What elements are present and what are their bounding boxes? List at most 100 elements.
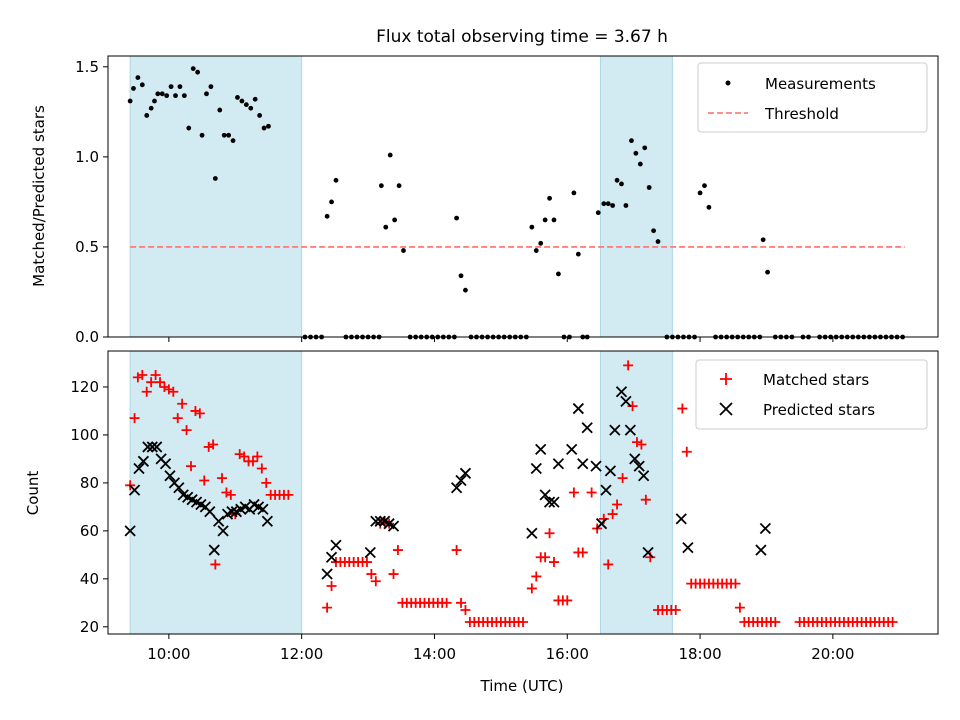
measurement-point	[226, 132, 232, 138]
measurement-point	[199, 132, 205, 138]
measurement-point	[556, 271, 561, 277]
measurement-point	[623, 203, 629, 208]
predicted-star-point	[151, 441, 163, 453]
predicted-star-points	[124, 386, 771, 580]
x-tick-label: 20:00	[811, 645, 854, 663]
measurement-point	[401, 248, 406, 253]
predicted-star-point	[530, 462, 542, 475]
predicted-star-point	[543, 496, 556, 508]
measurement-point	[646, 185, 652, 190]
matched-star-point	[203, 441, 214, 452]
matched-star-point	[617, 473, 628, 484]
measurement-point	[190, 66, 196, 72]
measurement-point	[637, 161, 643, 167]
matched-star-point	[261, 477, 272, 488]
predicted-star-point	[204, 506, 216, 518]
measurement-point	[248, 105, 254, 111]
matched-star-point	[234, 449, 245, 460]
y-tick-label: 0.0	[75, 328, 99, 346]
matched-star-point	[159, 381, 170, 392]
predicted-star-point	[682, 542, 694, 554]
measurement-point	[144, 113, 150, 118]
measurement-point	[230, 138, 236, 144]
ratio-panel-legend: Measurements Threshold	[697, 62, 928, 133]
measurement-point	[329, 199, 334, 205]
measurement-point	[195, 69, 201, 75]
measurement-point	[529, 224, 535, 230]
measurement-point	[155, 91, 161, 97]
matched-star-point	[631, 437, 642, 448]
matched-star-point	[677, 403, 688, 414]
matched-star-point	[146, 377, 157, 388]
matched-star-point	[526, 583, 537, 594]
measurement-point	[204, 91, 209, 97]
measurement-point	[651, 228, 656, 234]
matched-star-point	[326, 581, 337, 592]
predicted-star-point	[217, 525, 229, 537]
matched-star-point	[451, 545, 462, 556]
predicted-star-point	[455, 474, 467, 487]
measurement-point	[387, 152, 393, 158]
measurement-point	[542, 217, 548, 223]
matched-star-point	[627, 401, 638, 412]
predicted-star-point	[604, 465, 617, 477]
predicted-star-point	[142, 441, 154, 453]
matched-star-point	[210, 559, 221, 570]
predicted-star-point	[137, 455, 150, 467]
measurement-point	[551, 217, 557, 223]
measurement-point	[148, 105, 154, 111]
matched-star-point	[199, 475, 210, 486]
matched-star-point	[392, 545, 403, 556]
ratio-panel-y-axis-label: Matched/Predicted stars	[30, 105, 48, 287]
matched-star-point	[177, 398, 188, 409]
matched-star-point	[586, 487, 597, 498]
count-panel-x-ticks: 10:00 12:00 14:00 16:00 18:00 20:00	[147, 634, 854, 663]
matched-star-point	[734, 602, 745, 613]
predicted-star-point	[755, 544, 767, 556]
measurement-point	[702, 183, 707, 189]
measurement-point	[181, 93, 187, 99]
ratio-panel-x-ticks	[168, 337, 834, 342]
y-tick-label: 60	[80, 522, 99, 540]
predicted-star-point	[526, 527, 538, 539]
predicted-star-point	[261, 515, 273, 527]
measurement-point	[392, 217, 398, 223]
shaded-interval	[129, 350, 303, 635]
matched-star-point	[770, 617, 781, 628]
matched-star-point	[636, 439, 647, 450]
predicted-star-point	[624, 424, 636, 436]
count-panel-y-axis-label: Count	[24, 471, 42, 516]
count-panel-y-ticks: 20 40 60 80 100 120	[70, 378, 108, 636]
matched-star-point	[256, 463, 267, 474]
predicted-star-point	[633, 460, 645, 472]
ratio-panel-frame	[107, 55, 939, 338]
measurement-point	[610, 203, 616, 208]
legend-measurements-label: Measurements	[765, 75, 876, 93]
measurement-point	[127, 98, 133, 104]
measurement-point	[135, 75, 141, 81]
measurement-points	[127, 66, 905, 340]
predicted-star-point	[642, 546, 654, 559]
predicted-star-point	[374, 515, 386, 527]
matched-star-point	[239, 451, 250, 462]
matched-star-point	[137, 369, 148, 380]
predicted-star-point	[609, 424, 621, 436]
predicted-star-point	[226, 506, 238, 518]
matched-star-point	[568, 487, 579, 498]
measurement-point	[235, 95, 240, 100]
predicted-star-point	[615, 386, 628, 398]
measurement-point	[221, 132, 227, 138]
predicted-star-point	[213, 515, 225, 527]
legend-measurement-marker	[725, 80, 731, 86]
measurement-point	[208, 84, 214, 90]
matched-star-point	[216, 473, 227, 484]
predicted-star-point	[539, 489, 551, 501]
predicted-star-point	[675, 513, 687, 525]
legend-predicted-label: Predicted stars	[763, 401, 875, 419]
legend-matched-marker	[720, 373, 732, 385]
predicted-star-point	[450, 482, 463, 494]
measurement-point	[697, 190, 703, 196]
legend-predicted-marker	[719, 402, 733, 416]
matched-star-point	[518, 617, 528, 628]
